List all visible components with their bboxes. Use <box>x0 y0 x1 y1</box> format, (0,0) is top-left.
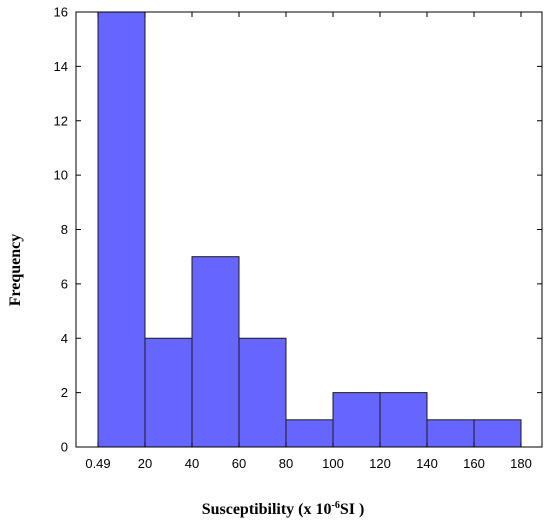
x-tick-label: 40 <box>185 456 199 471</box>
x-axis-label-main: Susceptibility (x 10 <box>202 501 332 518</box>
histogram-bar <box>426 419 475 448</box>
y-tick-label: 10 <box>54 168 68 183</box>
y-tick-label: 8 <box>61 222 68 237</box>
histogram-bar <box>97 11 146 448</box>
histogram-bar <box>191 256 240 448</box>
histogram-bar <box>473 419 522 448</box>
y-tick-label: 6 <box>61 276 68 291</box>
histogram-bar <box>379 392 428 448</box>
x-axis-label: Susceptibility (x 10-6SI ) <box>202 500 365 518</box>
y-tick-label: 0 <box>61 440 68 455</box>
x-tick-label: 120 <box>369 456 391 471</box>
y-tick-label: 2 <box>61 385 68 400</box>
x-tick-label: 20 <box>138 456 152 471</box>
x-tick-label: 160 <box>463 456 485 471</box>
x-tick-label: 0.49 <box>85 456 110 471</box>
x-tick-label: 100 <box>322 456 344 471</box>
x-axis-label-superscript: -6 <box>332 500 340 511</box>
y-tick-label: 16 <box>54 5 68 20</box>
y-tick-label: 4 <box>61 331 68 346</box>
y-tick-label: 14 <box>54 59 68 74</box>
histogram-bar <box>144 337 193 448</box>
x-tick-label: 140 <box>416 456 438 471</box>
y-tick-label: 12 <box>54 113 68 128</box>
x-tick-label: 80 <box>279 456 293 471</box>
histogram-bar <box>332 392 381 448</box>
histogram-bar <box>285 419 334 448</box>
histogram-bar <box>238 337 287 448</box>
x-axis-label-tail: SI ) <box>340 501 364 518</box>
x-tick-label: 180 <box>510 456 532 471</box>
y-axis-label: Frequency <box>7 234 24 307</box>
x-tick-label: 60 <box>232 456 246 471</box>
